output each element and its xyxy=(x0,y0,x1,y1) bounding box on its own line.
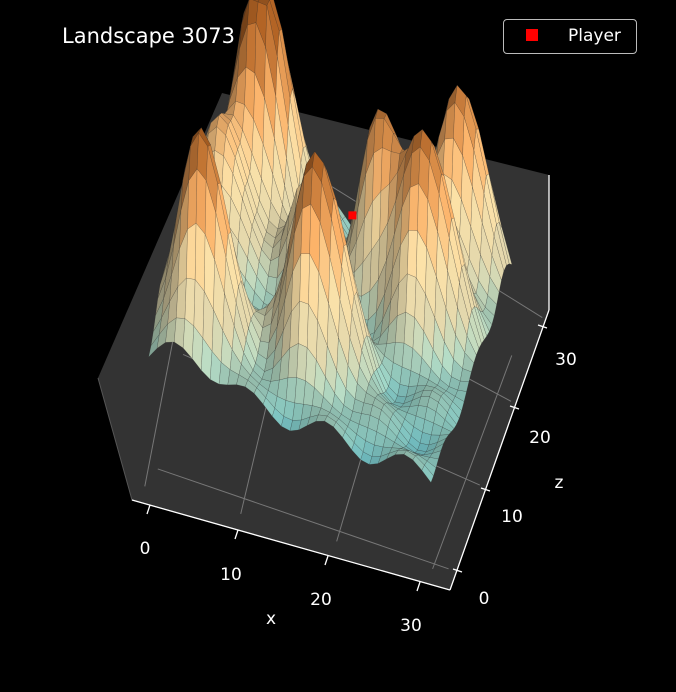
surface-face xyxy=(421,464,434,483)
surface-face xyxy=(408,183,419,231)
x-tick xyxy=(146,504,151,515)
surface-face xyxy=(464,334,477,364)
surface-face xyxy=(298,300,309,348)
surface-face xyxy=(434,437,447,450)
x-tick xyxy=(324,555,329,566)
chart-title: Landscape 3073 xyxy=(62,24,235,48)
z-tick xyxy=(480,487,491,492)
x-tick xyxy=(416,581,421,592)
x-axis-line xyxy=(131,499,451,591)
surface-face xyxy=(186,222,197,280)
surface-face xyxy=(245,22,257,74)
surface-face xyxy=(485,294,497,317)
surface-face xyxy=(195,168,207,235)
surface-face xyxy=(491,236,505,282)
surface-face xyxy=(449,401,462,420)
surface-face xyxy=(407,230,418,278)
z-tick-label: 0 xyxy=(478,589,490,609)
z-tick-label: 30 xyxy=(555,350,577,370)
legend: Player xyxy=(503,19,637,54)
surface-face xyxy=(489,255,502,293)
z-axis-label: z xyxy=(554,473,564,493)
surface-face xyxy=(471,306,485,345)
x-tick-label: 10 xyxy=(220,565,242,585)
x-tick-label: 30 xyxy=(400,616,422,636)
surface-face xyxy=(252,0,260,3)
surface-face xyxy=(442,137,454,181)
grid-line xyxy=(157,468,449,570)
surface-face xyxy=(431,443,444,454)
surface-face xyxy=(300,203,312,255)
surface-face xyxy=(405,273,417,319)
surface-face xyxy=(439,426,452,436)
player-marker xyxy=(348,211,357,220)
surface-face xyxy=(194,222,206,292)
x-tick-label: 20 xyxy=(310,590,332,610)
x-tick-label: 0 xyxy=(139,539,151,559)
z-tick xyxy=(509,405,520,410)
x-axis-label: x xyxy=(265,609,277,629)
surface-face xyxy=(459,368,472,382)
grid-line xyxy=(432,355,513,570)
surface-face xyxy=(493,224,507,272)
z-axis-line xyxy=(449,309,550,591)
x-tick xyxy=(234,529,239,540)
z-tick-label: 20 xyxy=(529,428,551,448)
legend-player-marker xyxy=(526,29,538,41)
legend-label-player: Player xyxy=(568,26,621,46)
z-tick xyxy=(537,324,548,329)
surface-face xyxy=(184,277,196,327)
surface-face xyxy=(239,0,250,50)
z-tick xyxy=(452,568,463,573)
surface-face xyxy=(462,352,475,373)
surface-face xyxy=(487,276,500,305)
z-tick-label: 10 xyxy=(501,507,523,527)
surface-face xyxy=(299,253,310,305)
